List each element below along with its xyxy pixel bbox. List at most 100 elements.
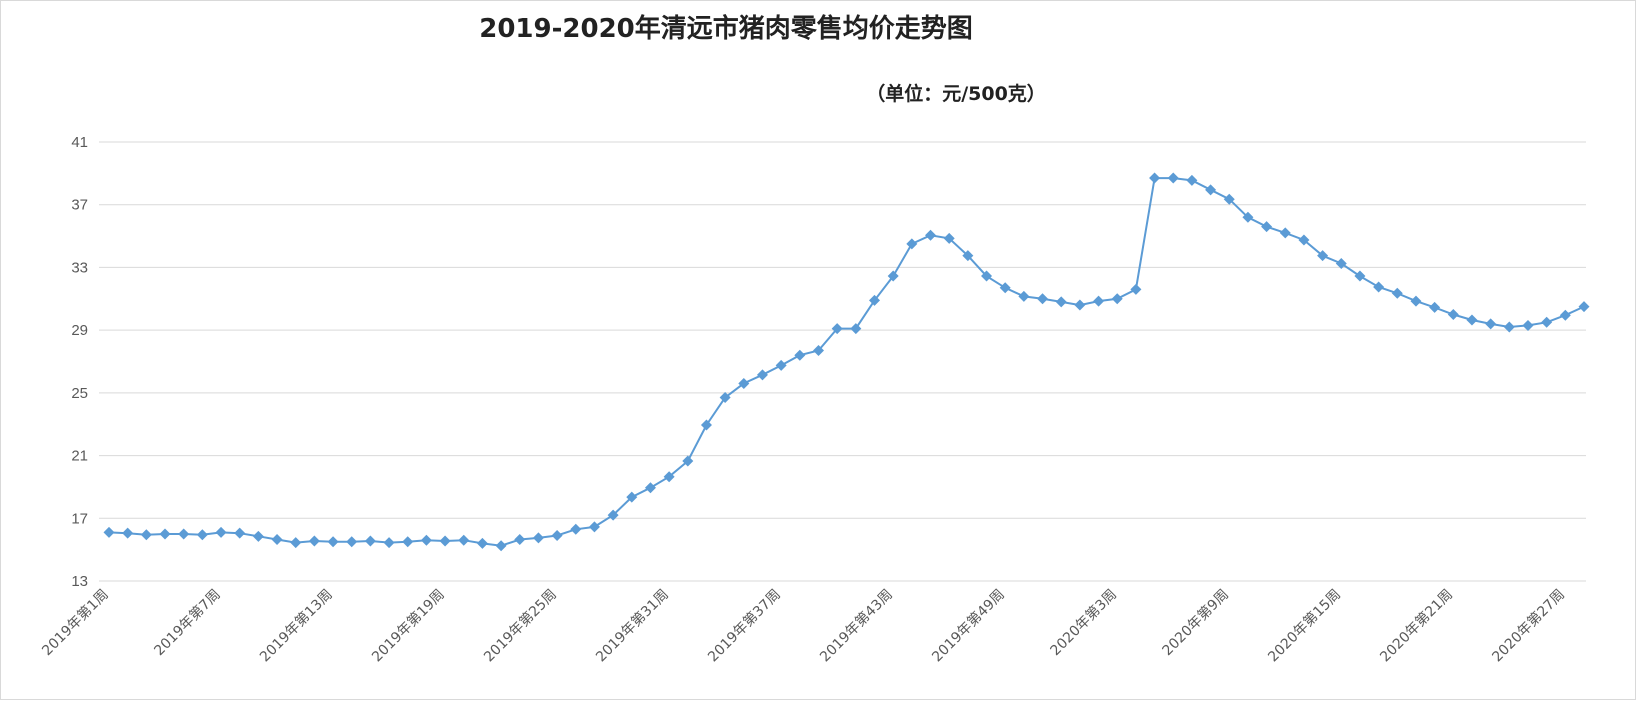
- data-point: [495, 540, 507, 552]
- data-point: [925, 229, 937, 241]
- x-tick-label: 2019年第7周: [151, 586, 224, 659]
- data-point: [308, 535, 320, 547]
- unit-label: （单位：元/500克）: [866, 82, 1046, 105]
- data-point: [327, 536, 339, 548]
- data-point: [1522, 319, 1534, 331]
- x-tick-label: 2019年第25周: [480, 586, 560, 666]
- data-point: [122, 527, 134, 539]
- x-tick-label: 2019年第43周: [816, 586, 896, 666]
- data-point: [887, 270, 899, 282]
- data-point: [1149, 172, 1161, 184]
- data-point: [476, 537, 488, 549]
- data-point: [1373, 281, 1385, 293]
- data-point: [551, 530, 563, 542]
- y-axis-ticks: 13 17 21 25 29 33 37 41: [71, 134, 88, 590]
- data-point: [644, 482, 656, 494]
- data-point: [962, 250, 974, 262]
- data-point: [700, 419, 712, 431]
- y-tick-label: 17: [71, 510, 88, 527]
- data-point: [1578, 301, 1590, 313]
- series-line: [108, 177, 1585, 547]
- data-point: [812, 345, 824, 357]
- x-tick-label: 2020年第3周: [1047, 586, 1120, 659]
- data-point: [1447, 308, 1459, 320]
- data-point: [252, 530, 264, 542]
- data-point: [1018, 290, 1030, 302]
- data-point: [943, 232, 955, 244]
- data-point: [831, 323, 843, 335]
- data-point: [1317, 250, 1329, 262]
- data-point: [234, 527, 246, 539]
- data-point: [588, 521, 600, 533]
- data-point: [1261, 221, 1273, 233]
- data-point: [159, 528, 171, 540]
- data-point: [682, 455, 694, 467]
- data-point: [458, 534, 470, 546]
- series-layer: [103, 172, 1590, 552]
- data-point: [1223, 193, 1235, 205]
- x-tick-label: 2019年第37周: [704, 586, 784, 666]
- data-point: [532, 532, 544, 544]
- data-point: [1429, 301, 1441, 313]
- data-point: [1485, 318, 1497, 330]
- data-point: [1559, 309, 1571, 321]
- data-point: [514, 533, 526, 545]
- data-point: [1093, 295, 1105, 307]
- data-point: [1242, 211, 1254, 223]
- data-point: [850, 323, 862, 335]
- data-point: [1111, 293, 1123, 305]
- data-point: [1167, 172, 1179, 184]
- data-point: [178, 528, 190, 540]
- data-point: [1410, 295, 1422, 307]
- data-point: [570, 523, 582, 535]
- data-point: [607, 509, 619, 521]
- data-point: [869, 294, 881, 306]
- data-point: [140, 529, 152, 541]
- data-point: [1391, 287, 1403, 299]
- data-point: [1503, 321, 1515, 333]
- data-point: [1130, 283, 1142, 295]
- data-point: [1354, 270, 1366, 282]
- data-point: [103, 526, 115, 538]
- data-point: [271, 533, 283, 545]
- data-point: [906, 238, 918, 250]
- x-tick-label: 2019年第13周: [256, 586, 336, 666]
- data-point: [364, 535, 376, 547]
- data-point: [775, 359, 787, 371]
- data-point: [999, 282, 1011, 294]
- data-point: [1298, 234, 1310, 246]
- data-point: [290, 537, 302, 549]
- chart-title: 2019-2020年清远市猪肉零售均价走势图: [479, 13, 973, 44]
- data-point: [719, 392, 731, 404]
- data-point: [981, 270, 993, 282]
- y-tick-label: 13: [71, 573, 88, 590]
- data-point: [1335, 258, 1347, 270]
- y-tick-label: 25: [71, 385, 88, 402]
- data-point: [196, 529, 208, 541]
- data-point: [1037, 293, 1049, 305]
- data-point: [1186, 174, 1198, 186]
- x-tick-label: 2019年第31周: [592, 586, 672, 666]
- x-tick-label: 2019年第49周: [929, 586, 1009, 666]
- x-tick-label: 2019年第1周: [39, 586, 112, 659]
- data-point: [1541, 316, 1553, 328]
- data-point: [346, 536, 358, 548]
- data-point: [1466, 314, 1478, 326]
- data-point: [663, 471, 675, 483]
- data-point: [420, 534, 432, 546]
- data-point: [215, 526, 227, 538]
- y-tick-label: 37: [71, 197, 88, 214]
- data-point: [1279, 227, 1291, 239]
- y-tick-label: 21: [71, 448, 88, 465]
- data-point: [756, 369, 768, 381]
- x-tick-label: 2020年第9周: [1159, 586, 1232, 659]
- data-point: [626, 491, 638, 503]
- data-point: [1055, 296, 1067, 308]
- x-tick-label: 2020年第27周: [1489, 586, 1569, 666]
- x-tick-label: 2020年第21周: [1377, 586, 1457, 666]
- data-point: [1205, 184, 1217, 196]
- grid-lines: [99, 141, 1586, 582]
- data-point: [1074, 299, 1086, 311]
